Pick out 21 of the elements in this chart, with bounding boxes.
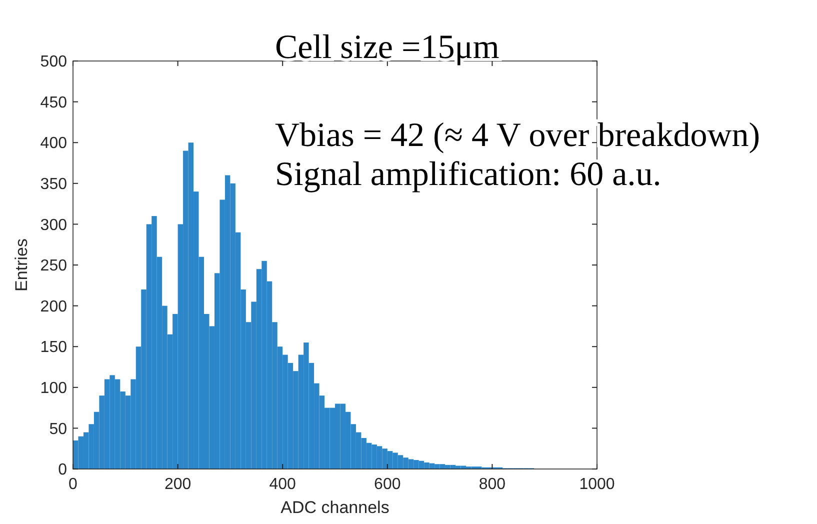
y-tick-label: 150 xyxy=(40,339,68,356)
y-tick-label: 0 xyxy=(58,462,68,479)
x-tick-label: 400 xyxy=(269,476,296,493)
y-tick-label: 300 xyxy=(40,216,68,234)
x-tick-label: 1000 xyxy=(579,476,615,493)
y-tick-label: 350 xyxy=(40,176,68,193)
annotation: Vbias = 42 (≈ 4 V over breakdown) xyxy=(275,117,760,154)
y-tick-label: 500 xyxy=(40,54,68,71)
y-tick-label: 50 xyxy=(49,420,68,438)
x-tick-label: 0 xyxy=(68,476,78,493)
y-tick-label: 100 xyxy=(40,380,68,397)
y-axis-title: Entries xyxy=(12,238,31,292)
y-tick-label: 250 xyxy=(40,258,68,275)
x-tick-label: 800 xyxy=(478,476,506,493)
x-tick-label: 200 xyxy=(164,476,192,493)
x-axis-title: ADC channels xyxy=(280,498,390,517)
y-tick-label: 450 xyxy=(40,94,68,112)
x-tick-label: 600 xyxy=(374,476,401,493)
annotation: Cell size =15μm xyxy=(275,29,500,66)
y-tick-label: 200 xyxy=(40,298,68,316)
y-tick-label: 400 xyxy=(40,135,68,152)
